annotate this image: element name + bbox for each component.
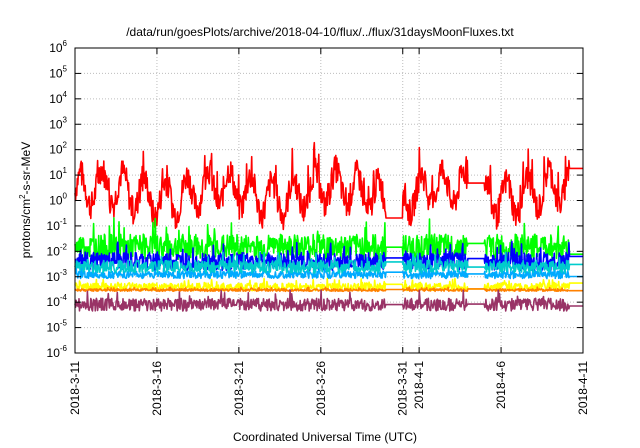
series-line — [74, 265, 584, 280]
y-axis: 10-6 10-5 10-4 10-3 10-2 10-1 100 101 102 103 104 1… — [47, 39, 583, 360]
y-tick-label: 10-4 — [47, 293, 68, 309]
x-tick-label: 2018-3-11 — [68, 361, 82, 415]
series-line — [74, 251, 584, 274]
y-tick-label: 100 — [49, 192, 67, 208]
y-tick-label: 103 — [49, 115, 67, 131]
x-axis: 2018-3-11 2018-3-16 2018-3-21 2018-3-26 2018… — [68, 48, 590, 416]
y-axis-label-post: -s-sr-MeV — [19, 142, 33, 195]
y-axis-label-sup: 2 — [18, 194, 27, 199]
y-axis-label-pre: protons/cm — [19, 199, 33, 258]
x-tick-label: 2018-3-21 — [232, 361, 246, 416]
series-line — [74, 277, 584, 292]
y-tick-label: 10-5 — [47, 319, 68, 335]
y-tick-label: 106 — [49, 39, 67, 55]
y-tick-label: 10-6 — [47, 344, 68, 360]
chart-title: /data/run/goesPlots/archive/2018-04-10/f… — [126, 25, 514, 39]
x-tick-label: 2018-3-16 — [150, 361, 164, 416]
y-axis-label: protons/cm2-s-sr-MeV — [18, 142, 33, 258]
y-tick-label: 102 — [49, 141, 67, 157]
x-tick-label: 2018-4-6 — [494, 361, 508, 409]
y-tick-label: 10-2 — [47, 242, 68, 258]
y-tick-label: 105 — [49, 64, 67, 80]
series-group — [74, 141, 584, 312]
x-tick-label: 2018-3-26 — [314, 361, 328, 416]
series-line — [74, 141, 584, 231]
x-tick-label: 2018-3-31 — [396, 361, 410, 416]
y-tick-label: 104 — [49, 90, 67, 106]
y-tick-label: 10-1 — [47, 217, 68, 233]
y-tick-label: 10-3 — [47, 268, 68, 284]
x-tick-label: 2018-4-11 — [576, 361, 590, 415]
y-tick-label: 101 — [49, 166, 67, 182]
x-axis-label: Coordinated Universal Time (UTC) — [233, 430, 417, 444]
x-tick-label: 2018-4-1 — [412, 361, 426, 409]
series-line — [74, 289, 584, 312]
series-line — [74, 217, 584, 261]
